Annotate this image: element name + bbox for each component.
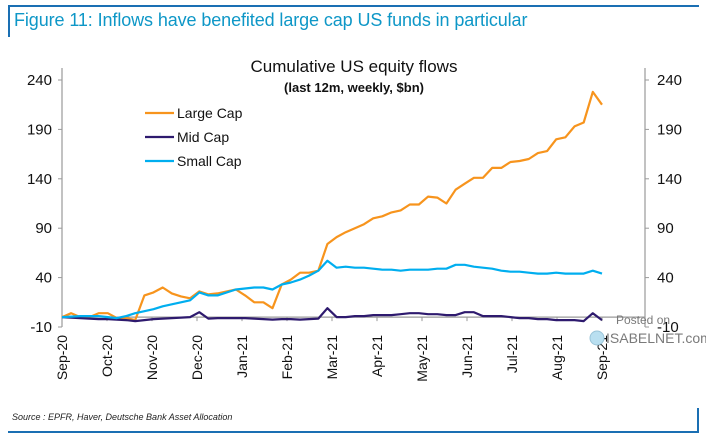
legend: Large Cap Mid Cap Small Cap (145, 105, 243, 169)
x-tick-label: Apr-21 (369, 335, 385, 377)
y-tick-label-right: 40 (657, 270, 674, 287)
x-tick-label: Oct-20 (99, 335, 115, 377)
x-tick-label: Jul-21 (504, 335, 520, 373)
watermark: Posted on ISABELNET.com (589, 313, 706, 346)
legend-label-large-cap: Large Cap (177, 105, 243, 121)
figure-frame-bottom (8, 431, 698, 433)
x-tick-label: Dec-20 (189, 335, 205, 380)
x-tick-label: Sep-20 (54, 335, 70, 380)
x-tick-label: Mar-21 (324, 335, 340, 380)
series-line-small-cap (61, 259, 603, 320)
y-tick-label-right: -10 (657, 319, 679, 336)
figure-frame-right (697, 408, 699, 433)
y-tick-label-right: 90 (657, 220, 674, 237)
y-tick-label-left: 90 (35, 220, 52, 237)
chart-title: Cumulative US equity flows (251, 57, 458, 76)
legend-label-small-cap: Small Cap (177, 153, 242, 169)
x-tick-label: Nov-20 (144, 335, 160, 380)
x-tick-label: Feb-21 (279, 335, 295, 380)
y-tick-label-left: 40 (35, 270, 52, 287)
series-line-mid-cap (61, 307, 603, 323)
chart-subtitle: (last 12m, weekly, $bn) (284, 80, 424, 95)
y-tick-label-right: 140 (657, 171, 682, 188)
figure-title: Figure 11: Inflows have benefited large … (14, 10, 528, 30)
x-tick-label: Jun-21 (459, 335, 475, 378)
legend-label-mid-cap: Mid Cap (177, 129, 229, 145)
x-tick-label: May-21 (414, 335, 430, 382)
y-tick-label-right: 190 (657, 121, 682, 138)
y-tick-label-left: -10 (30, 319, 52, 336)
x-tick-label: Sep-21 (594, 335, 610, 380)
y-tick-label-left: 190 (27, 121, 52, 138)
y-tick-label-left: 240 (27, 72, 52, 89)
source-note: Source : EPFR, Haver, Deutsche Bank Asse… (12, 412, 233, 422)
x-tick-label: Aug-21 (549, 335, 565, 380)
figure-frame-left (8, 5, 10, 37)
watermark-posted-on: Posted on (616, 313, 670, 327)
series-group (61, 90, 603, 323)
watermark-site: ISABELNET.com (606, 330, 706, 346)
y-tick-label-left: 140 (27, 171, 52, 188)
watermark-logo-icon (589, 330, 605, 346)
y-tick-label-right: 240 (657, 72, 682, 89)
figure-frame-top (8, 5, 699, 7)
x-tick-label: Jan-21 (234, 335, 250, 378)
series-line-large-cap (61, 90, 603, 322)
